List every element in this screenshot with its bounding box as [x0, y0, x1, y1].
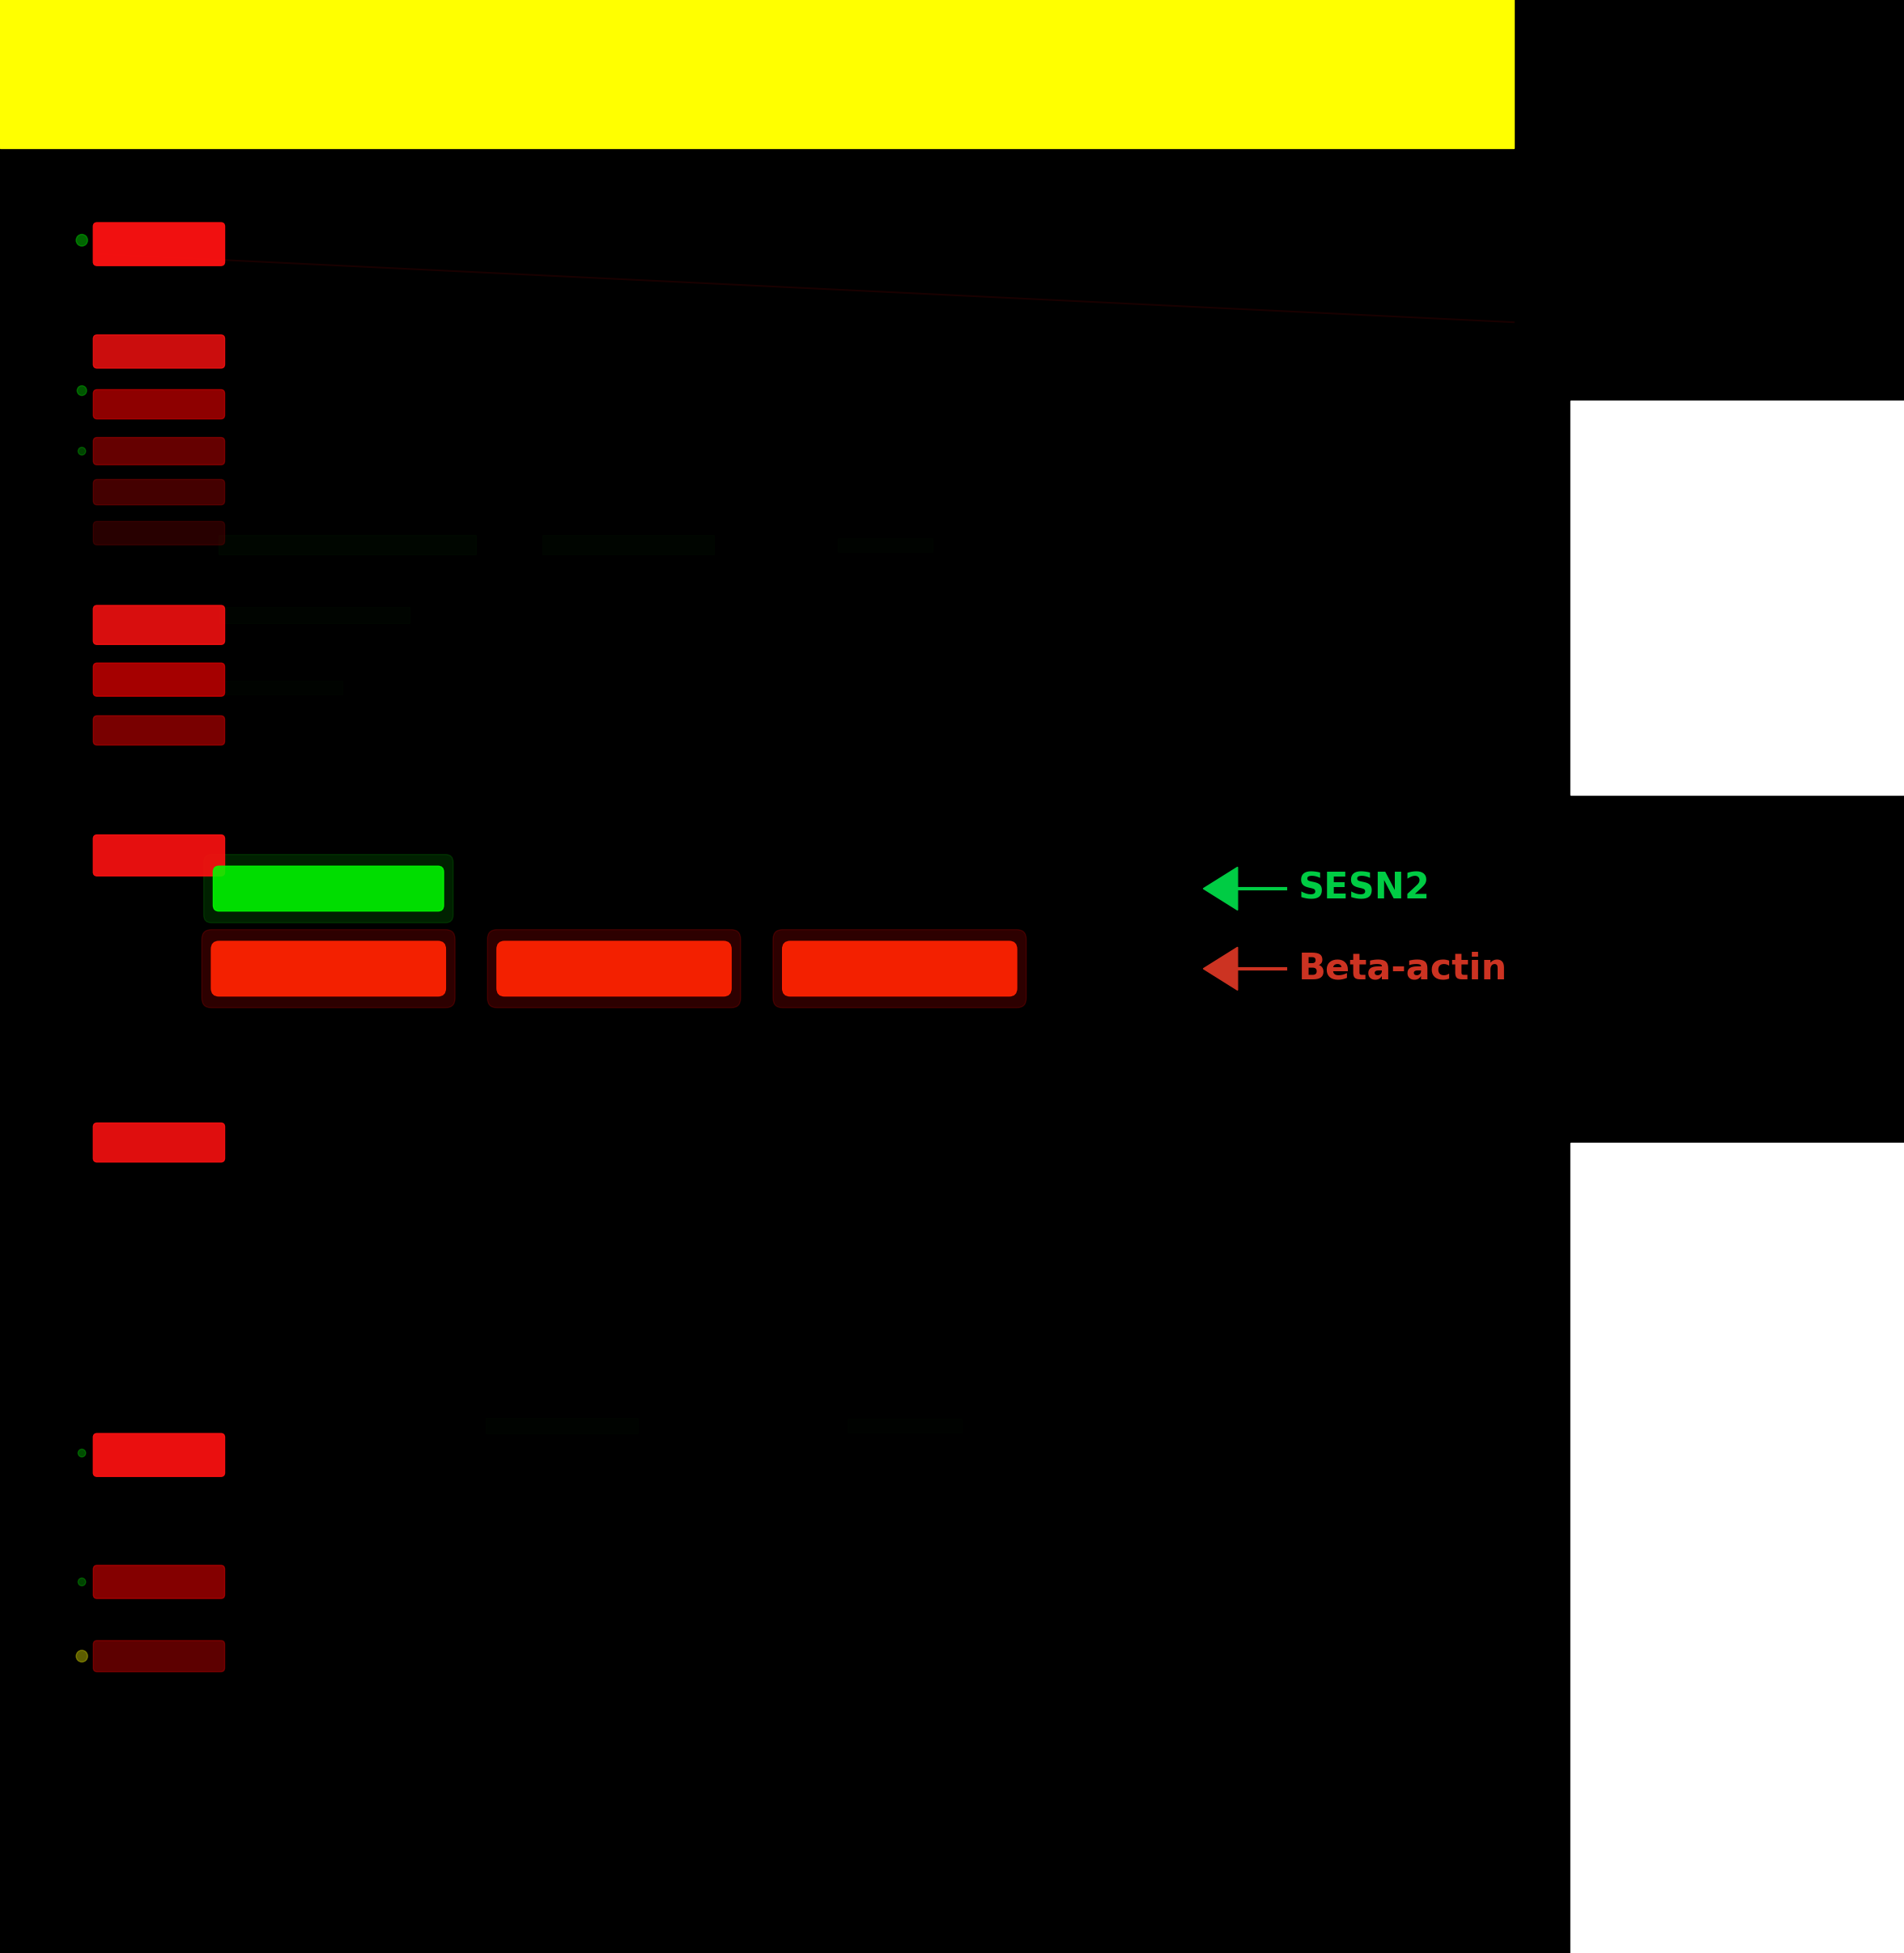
Circle shape: [76, 234, 88, 246]
FancyBboxPatch shape: [93, 1566, 225, 1598]
Circle shape: [78, 1449, 86, 1457]
Circle shape: [78, 447, 86, 455]
Bar: [847, 1418, 962, 1434]
Circle shape: [78, 1578, 86, 1586]
Bar: [219, 607, 409, 623]
FancyBboxPatch shape: [487, 930, 741, 1008]
Text: Beta-actin: Beta-actin: [1299, 951, 1508, 986]
Bar: [219, 535, 476, 555]
FancyBboxPatch shape: [202, 930, 455, 1008]
FancyBboxPatch shape: [93, 437, 225, 465]
FancyBboxPatch shape: [93, 662, 225, 695]
Bar: [1571, 1143, 1904, 1953]
Bar: [219, 680, 343, 693]
FancyBboxPatch shape: [783, 941, 1017, 996]
FancyBboxPatch shape: [93, 605, 225, 644]
FancyBboxPatch shape: [93, 1434, 225, 1476]
FancyBboxPatch shape: [497, 941, 731, 996]
FancyBboxPatch shape: [93, 1641, 225, 1672]
FancyBboxPatch shape: [93, 521, 225, 545]
Polygon shape: [1203, 947, 1238, 990]
FancyBboxPatch shape: [93, 715, 225, 744]
FancyBboxPatch shape: [93, 223, 225, 266]
Bar: [0, 0, 1514, 148]
FancyBboxPatch shape: [204, 853, 453, 922]
Bar: [838, 537, 933, 551]
FancyBboxPatch shape: [213, 867, 444, 910]
FancyBboxPatch shape: [93, 834, 225, 875]
Bar: [1571, 400, 1904, 795]
Polygon shape: [1203, 867, 1238, 910]
FancyBboxPatch shape: [773, 930, 1026, 1008]
Circle shape: [76, 1650, 88, 1662]
FancyBboxPatch shape: [93, 480, 225, 504]
FancyBboxPatch shape: [93, 389, 225, 420]
Circle shape: [76, 387, 86, 395]
Bar: [486, 1418, 638, 1434]
FancyBboxPatch shape: [211, 941, 446, 996]
Bar: [543, 535, 714, 555]
Text: SESN2: SESN2: [1299, 871, 1430, 906]
FancyBboxPatch shape: [93, 336, 225, 367]
FancyBboxPatch shape: [93, 1123, 225, 1162]
